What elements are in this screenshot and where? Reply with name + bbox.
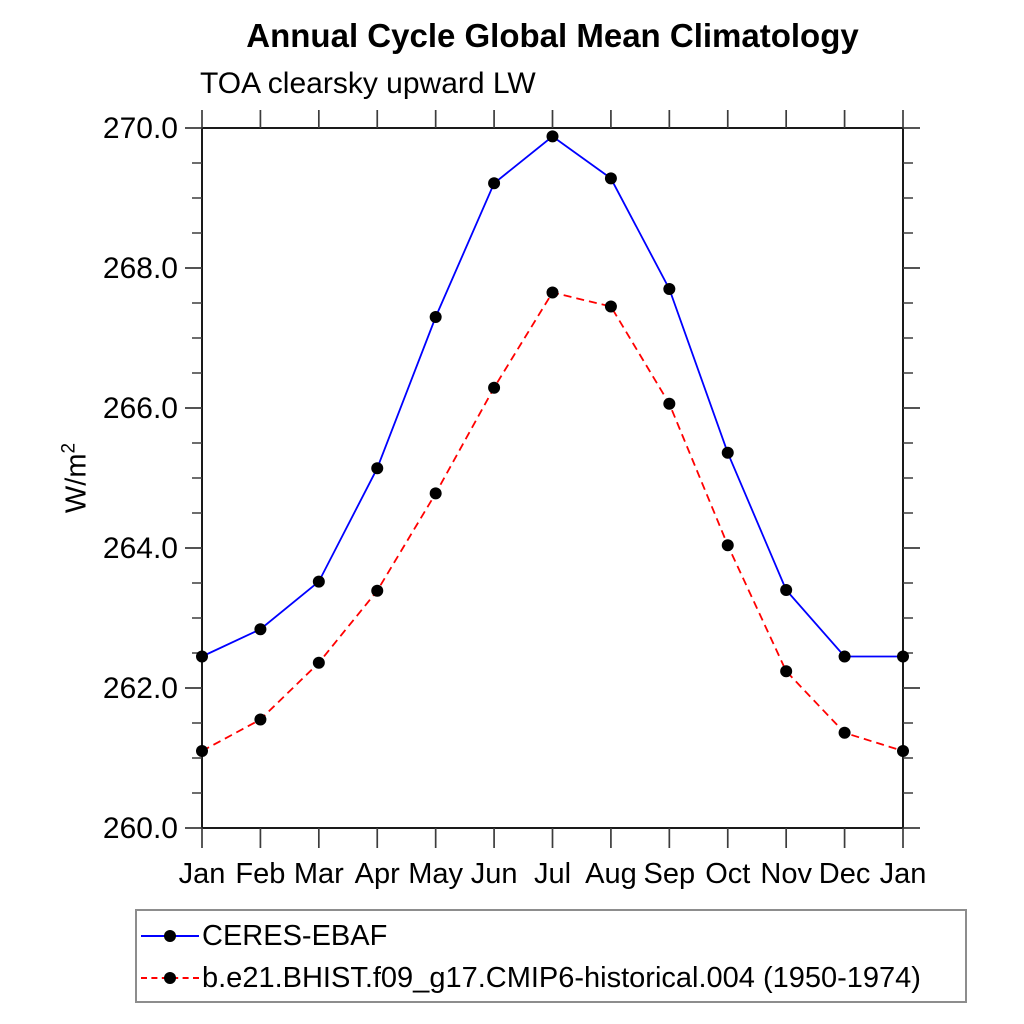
y-tick-label: 268.0 [103,252,178,285]
data-point-marker [780,584,793,596]
legend-line-sample [141,971,199,985]
x-tick-label: May [408,858,463,890]
data-point-marker [429,311,442,323]
data-point-marker [897,650,909,663]
data-point-marker [838,726,851,739]
x-tick-label: Jun [471,858,518,890]
y-tick-label: 266.0 [103,392,178,425]
legend: CERES-EBAF b.e21.BHIST.f09_g17.CMIP6-hist… [135,909,967,1003]
legend-marker-dot [164,930,176,942]
legend-marker-dot [164,972,176,984]
y-tick-label: 270.0 [103,112,178,145]
data-point-marker [196,650,208,663]
series-line-1 [201,291,904,752]
data-point-marker [312,575,325,588]
x-tick-label: Mar [294,858,344,890]
data-point-marker [897,745,909,757]
data-point-marker [312,656,325,669]
data-point-marker [721,446,734,459]
data-point-marker [663,283,676,295]
data-point-marker [488,177,501,190]
legend-line-sample [141,929,199,943]
x-tick-label: Oct [705,858,750,890]
x-tick-label: Dec [819,858,871,890]
x-tick-label: Aug [585,858,637,890]
data-point-marker [663,397,676,410]
data-point-marker [196,745,208,757]
y-tick-label: 262.0 [103,672,178,705]
data-point-marker [546,286,559,299]
data-point-marker [780,665,793,678]
data-point-marker [546,130,559,143]
data-point-marker [604,172,617,185]
x-tick-label: Sep [644,858,696,890]
data-point-marker [371,584,384,597]
data-point-marker [429,487,442,500]
x-tick-label: Feb [235,858,285,890]
data-point-marker [488,381,501,394]
data-point-marker [721,539,734,552]
chart-title: Annual Cycle Global Mean Climatology [246,17,859,54]
data-point-marker [604,300,617,313]
legend-item: CERES-EBAF [141,915,965,957]
data-point-marker [838,650,851,663]
chart-subtitle: TOA clearsky upward LW [200,67,536,100]
x-tick-label: Nov [760,858,812,890]
y-tick-label: 260.0 [103,812,178,845]
x-tick-label: Apr [355,858,400,890]
axis-box [201,127,904,829]
x-tick-label: Jan [880,858,927,890]
legend-label: b.e21.BHIST.f09_g17.CMIP6-historical.004… [202,961,921,994]
legend-item: b.e21.BHIST.f09_g17.CMIP6-historical.004… [141,957,965,999]
y-tick-label: 264.0 [103,532,178,565]
data-point-marker [254,623,267,636]
series-line-0 [201,135,903,658]
legend-label: CERES-EBAF [202,919,388,952]
x-tick-label: Jan [179,858,226,890]
data-point-marker [254,713,267,726]
x-tick-label: Jul [534,858,571,890]
data-point-marker [371,462,384,475]
